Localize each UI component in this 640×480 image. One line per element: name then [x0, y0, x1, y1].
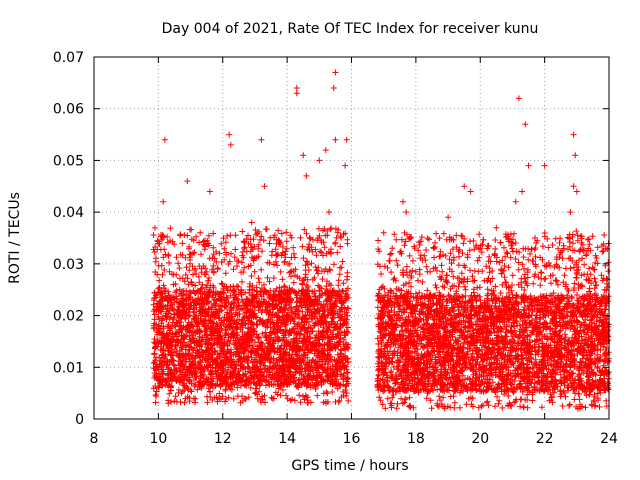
data-point	[173, 287, 180, 294]
data-point	[277, 392, 284, 399]
data-point	[299, 243, 306, 250]
data-point	[171, 373, 178, 380]
data-points	[150, 69, 612, 412]
data-point	[288, 304, 295, 311]
data-point	[214, 398, 221, 405]
data-point	[185, 319, 192, 326]
data-point	[176, 265, 183, 272]
data-point	[195, 273, 202, 280]
data-point	[248, 354, 255, 361]
data-point	[269, 395, 276, 402]
data-point	[153, 321, 160, 328]
data-point	[315, 270, 321, 277]
data-point	[237, 382, 244, 389]
data-point	[251, 268, 258, 275]
data-point	[186, 312, 193, 319]
data-point	[153, 388, 160, 395]
data-point	[151, 336, 158, 342]
data-point	[345, 397, 352, 404]
data-point	[166, 390, 173, 397]
data-point	[342, 387, 349, 393]
data-point	[344, 312, 351, 319]
data-point	[227, 305, 234, 312]
data-point	[284, 395, 291, 402]
data-point	[181, 399, 188, 406]
data-point	[152, 383, 159, 390]
data-point	[307, 399, 314, 406]
data-point	[314, 392, 321, 399]
data-point	[159, 271, 166, 278]
data-point	[163, 316, 170, 323]
data-point	[296, 392, 303, 399]
data-point	[259, 330, 266, 337]
data-point	[217, 322, 224, 329]
data-point	[334, 385, 341, 392]
data-point	[191, 377, 197, 383]
